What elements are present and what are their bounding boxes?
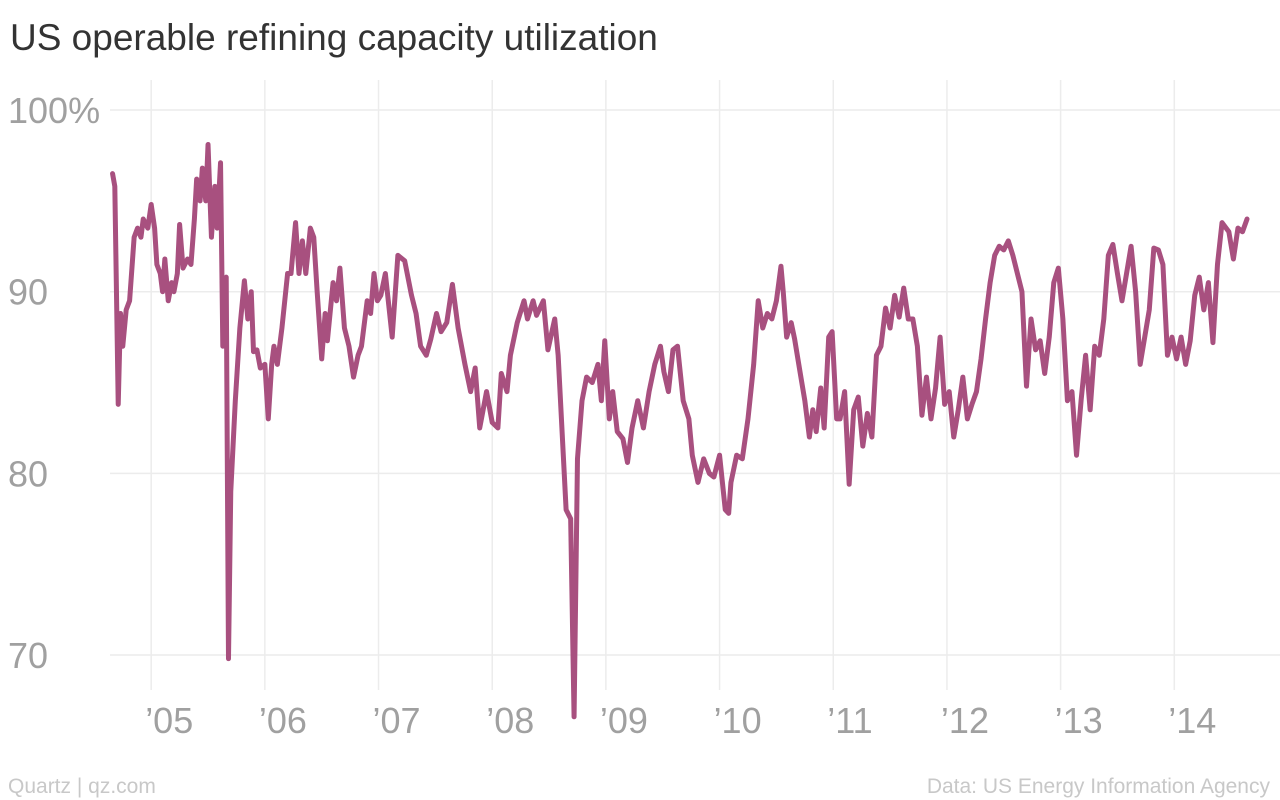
x-tick-label: ’10	[714, 700, 762, 741]
source: Data: US Energy Information Agency	[927, 775, 1271, 798]
x-tick-label: ’06	[259, 700, 307, 741]
y-tick-label: 80	[8, 453, 48, 494]
grid	[110, 80, 1280, 690]
y-tick-label: 100%	[8, 90, 100, 131]
credit: Quartz | qz.com	[8, 775, 156, 798]
x-tick-label: ’11	[827, 700, 872, 741]
x-tick-label: ’12	[941, 700, 989, 741]
x-tick-label: ’05	[145, 700, 193, 741]
x-tick-label: ’09	[600, 700, 648, 741]
x-tick-label: ’08	[486, 700, 534, 741]
x-tick-label: ’14	[1168, 700, 1216, 741]
x-tick-label: ’13	[1055, 700, 1103, 741]
plot-area	[110, 142, 1250, 720]
y-tick-label: 90	[8, 272, 48, 313]
chart-title: US operable refining capacity utilizatio…	[10, 17, 658, 58]
x-tick-label: ’07	[373, 700, 421, 741]
data-line	[110, 142, 1250, 720]
y-tick-label: 70	[8, 635, 48, 676]
